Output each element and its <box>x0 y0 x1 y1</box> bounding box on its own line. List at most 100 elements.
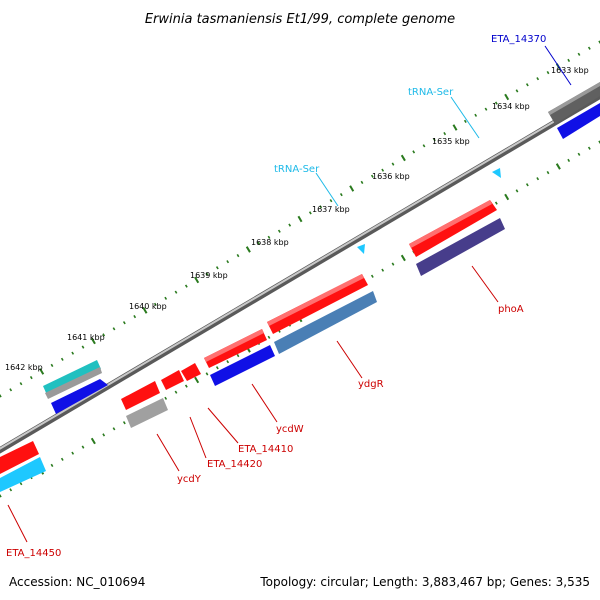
gene-arrow-slate[interactable] <box>416 218 505 276</box>
gene-label-eta-14410[interactable]: ETA_14410 <box>238 444 293 455</box>
minor-tick <box>60 457 64 461</box>
minor-tick <box>381 168 385 172</box>
minor-tick <box>205 372 209 376</box>
gene-label-eta-14370[interactable]: ETA_14370 <box>491 34 546 45</box>
major-tick <box>297 215 303 223</box>
minor-tick <box>0 494 2 498</box>
major-tick <box>349 185 355 192</box>
minor-tick <box>81 445 85 449</box>
minor-tick <box>567 158 571 163</box>
trna-ser-arrow[interactable] <box>492 168 501 178</box>
scale-label: 1635 kbp <box>432 137 470 146</box>
major-tick <box>142 307 148 314</box>
minor-tick <box>133 314 137 319</box>
gene-arrow-teal[interactable] <box>43 360 101 395</box>
minor-tick <box>215 266 219 270</box>
minor-tick <box>319 205 323 209</box>
major-tick <box>245 246 251 253</box>
major-tick <box>90 437 96 445</box>
minor-tick <box>494 201 498 205</box>
minor-tick <box>71 451 75 455</box>
minor-tick <box>422 144 426 148</box>
trna-ser-arrow[interactable] <box>357 244 365 254</box>
label-leader-lines <box>7 45 572 543</box>
gene-arrow-steelblue[interactable] <box>274 291 377 354</box>
gene-arrow-gray-band <box>45 367 102 399</box>
scale-label: 1633 kbp <box>551 66 589 75</box>
minor-tick <box>587 146 591 150</box>
gene-arrow-red-small[interactable] <box>181 363 201 381</box>
minor-tick <box>174 390 178 394</box>
minor-tick <box>122 321 126 325</box>
gene-arrow-gray[interactable] <box>126 398 168 428</box>
minor-tick <box>226 260 230 264</box>
minor-tick <box>19 382 23 386</box>
minor-tick <box>370 174 374 178</box>
gene-label-ycdw[interactable]: ycdW <box>276 424 304 435</box>
gene-arrow-blue[interactable] <box>557 103 600 139</box>
minor-tick <box>257 241 261 246</box>
gene-labels: ETA_14370 tRNA-Ser tRNA-Ser phoA ydgR yc… <box>6 34 546 559</box>
scale-labels: 1633 kbp 1634 kbp 1635 kbp 1636 kbp 1637… <box>5 66 589 372</box>
gene-arrow-red[interactable] <box>409 200 497 257</box>
gene-label-phoa[interactable]: phoA <box>498 304 524 315</box>
scale-label: 1639 kbp <box>190 271 228 280</box>
major-tick <box>555 163 561 170</box>
gene-label-ydgr[interactable]: ydgR <box>358 379 384 390</box>
scale-label: 1641 kbp <box>67 333 105 342</box>
minor-tick <box>50 363 54 368</box>
minor-tick <box>50 463 54 468</box>
minor-tick <box>587 46 591 50</box>
minor-tick <box>391 162 395 166</box>
minor-tick <box>184 384 188 388</box>
gene-arrow-red[interactable] <box>0 441 39 474</box>
minor-tick <box>153 302 157 307</box>
minor-tick <box>381 268 385 272</box>
gene-arrow-red[interactable] <box>121 381 160 410</box>
major-tick <box>504 193 510 201</box>
gene-arrow-blue[interactable] <box>210 345 275 386</box>
minor-tick <box>474 113 478 117</box>
minor-tick <box>515 89 519 93</box>
major-tick <box>400 154 406 162</box>
outer-tick-track <box>0 40 600 398</box>
minor-tick <box>112 427 116 431</box>
gene-label-ycdy[interactable]: ycdY <box>177 474 202 485</box>
minor-tick <box>0 394 2 398</box>
major-tick <box>39 368 45 375</box>
minor-tick <box>226 360 230 364</box>
minor-tick <box>9 488 13 492</box>
major-tick <box>452 124 458 131</box>
minor-tick <box>577 152 581 156</box>
minor-tick <box>288 223 292 227</box>
scale-label: 1636 kbp <box>372 172 410 181</box>
gene-arrow-highlight <box>204 329 264 362</box>
minor-tick <box>329 199 333 203</box>
gene-arrow-cyan[interactable] <box>0 457 46 492</box>
gene-arrow-blue[interactable] <box>51 379 108 414</box>
minor-tick <box>494 101 498 105</box>
gene-label-trna-ser[interactable]: tRNA-Ser <box>274 164 320 175</box>
minor-tick <box>184 284 188 288</box>
minor-tick <box>81 345 85 349</box>
gene-arrow-highlight <box>548 82 600 115</box>
minor-tick <box>9 388 13 392</box>
gene-label-trna-ser[interactable]: tRNA-Ser <box>408 87 454 98</box>
minor-tick <box>236 353 240 358</box>
minor-tick <box>339 192 343 197</box>
minor-tick <box>412 150 416 154</box>
minor-tick <box>515 189 519 193</box>
minor-tick <box>164 296 168 300</box>
minor-tick <box>370 274 374 278</box>
minor-tick <box>463 119 467 124</box>
gene-arrow-red[interactable] <box>267 274 368 334</box>
minor-tick <box>19 482 23 486</box>
scale-label: 1637 kbp <box>312 205 350 214</box>
gene-arrow-red-small[interactable] <box>161 370 184 390</box>
minor-tick <box>567 58 571 63</box>
gene-label-eta-14420[interactable]: ETA_14420 <box>207 459 262 470</box>
minor-tick <box>60 357 64 361</box>
gene-label-eta-14450[interactable]: ETA_14450 <box>6 548 61 559</box>
minor-tick <box>536 77 540 81</box>
